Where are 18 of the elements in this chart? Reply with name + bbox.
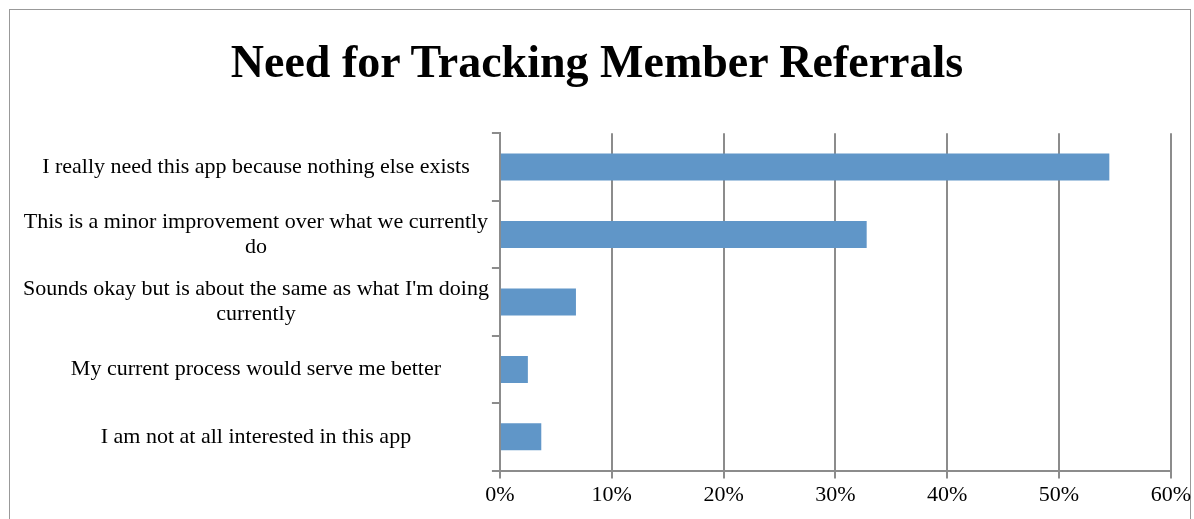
bar	[500, 355, 528, 383]
bar	[500, 423, 542, 451]
bar	[500, 153, 1110, 181]
x-tick-label: 20%	[703, 480, 744, 506]
x-tick-label: 60%	[1150, 480, 1191, 506]
x-tick-label: 0%	[485, 480, 515, 506]
x-tick-label: 50%	[1038, 480, 1080, 506]
y-tick-label: I am not at all interested in this app	[100, 422, 412, 448]
x-tick-label: 30%	[815, 480, 856, 506]
y-tick-label: I really need this app because nothing else exists	[42, 152, 470, 178]
x-tick-label: 10%	[591, 480, 632, 506]
bar	[500, 220, 867, 248]
y-tick-label: My current process would serve me better	[70, 355, 442, 381]
chart-title: Need for Tracking Member Referrals	[230, 36, 964, 88]
bar	[500, 288, 576, 316]
y-tick-label: This is a minor improvement over what we currently do	[23, 207, 489, 258]
x-tick-label: 40%	[927, 480, 968, 506]
y-tick-label: Sounds okay but is about the same as what I'm doing currently	[22, 275, 489, 326]
